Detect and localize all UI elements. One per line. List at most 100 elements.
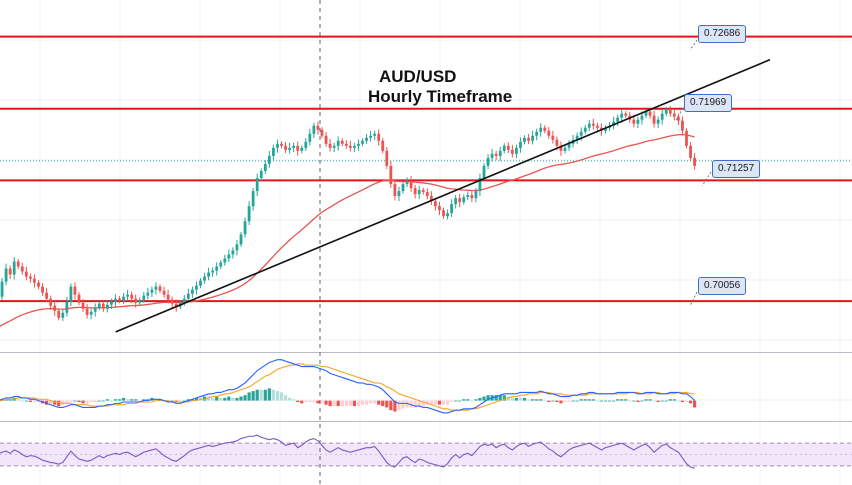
level-tag-2: 0.71257 <box>712 160 761 178</box>
candle-body <box>604 127 607 131</box>
candle-body <box>211 270 215 273</box>
macd-histogram-bar <box>510 397 514 401</box>
macd-histogram-bar <box>632 400 636 402</box>
candle-body <box>12 261 16 275</box>
macd-histogram-bar <box>275 391 280 401</box>
macd-histogram-bar <box>8 399 12 401</box>
macd-histogram-bar <box>215 396 219 401</box>
rsi-line <box>0 434 695 469</box>
candle-body <box>652 115 656 124</box>
macd-histogram-bar <box>328 400 332 407</box>
macd-histogram-bar <box>612 400 616 402</box>
candle-body <box>421 190 425 193</box>
candle-body <box>486 157 490 166</box>
macd-histogram-bar <box>563 400 567 402</box>
macd-histogram-bar <box>89 400 93 402</box>
candle-body <box>340 140 344 144</box>
candle-body <box>146 292 150 296</box>
candle-body <box>328 143 332 148</box>
macd-histogram-bar <box>49 400 53 405</box>
macd-histogram-bar <box>0 399 4 401</box>
macd-histogram-bar <box>668 399 672 401</box>
macd-histogram-bar <box>61 400 65 405</box>
ema-line <box>0 133 695 327</box>
candle-body <box>292 145 296 148</box>
macd-histogram-bar <box>640 400 644 402</box>
macd-histogram-bar <box>377 400 381 405</box>
macd-histogram-bar <box>474 399 478 401</box>
macd-histogram-bar <box>53 400 57 405</box>
candle-body <box>191 289 194 294</box>
candle-body <box>685 130 688 146</box>
macd-histogram-bar <box>405 400 409 408</box>
macd-histogram-bar <box>652 400 656 402</box>
macd-histogram-bar <box>32 400 37 402</box>
candle-body <box>527 137 530 141</box>
trendline <box>115 58 771 333</box>
macd-histogram-bar <box>595 400 599 402</box>
macd-histogram-bar <box>421 400 425 407</box>
candle-body <box>567 143 571 148</box>
macd-histogram-bar <box>166 400 170 402</box>
candle-body <box>105 304 109 309</box>
macd-histogram-bar <box>401 400 405 409</box>
macd-histogram-bar <box>360 400 365 405</box>
macd-histogram-bar <box>36 400 41 402</box>
macd-histogram-bar <box>300 400 304 404</box>
candle-body <box>405 181 409 185</box>
candle-body <box>535 131 539 136</box>
candle-body <box>417 190 421 195</box>
macd-histogram-bar <box>158 399 162 401</box>
candle-body <box>672 113 676 117</box>
candle-body <box>462 197 466 203</box>
candle-body <box>215 266 219 271</box>
candle-body <box>101 303 105 309</box>
macd-histogram-bar <box>154 399 158 401</box>
macd-histogram-bar <box>486 395 490 401</box>
macd-histogram-bar <box>73 400 77 402</box>
candle-body <box>207 272 210 277</box>
price-tag-pointers <box>675 39 712 307</box>
macd-histogram-bar <box>243 395 247 401</box>
candle-body <box>16 261 20 267</box>
candle-body <box>401 184 405 192</box>
rsi-band <box>0 442 852 467</box>
candle-body <box>434 201 437 207</box>
candle-body <box>425 192 429 197</box>
candle-body <box>357 143 360 146</box>
candle-body <box>397 191 401 197</box>
macd-histogram-bar <box>676 400 680 402</box>
candle-body <box>458 198 462 203</box>
candle-body <box>259 170 263 179</box>
candle-body <box>389 165 393 185</box>
macd-histogram-bar <box>251 391 255 401</box>
level-tag-3: 0.70056 <box>698 277 747 295</box>
macd-histogram-bar <box>579 399 583 401</box>
candle-body <box>454 198 458 205</box>
candle-body <box>324 135 328 144</box>
candle-body <box>466 195 470 198</box>
macd-histogram-bar <box>502 395 506 401</box>
candle-body <box>154 286 158 290</box>
candle-body <box>97 303 101 308</box>
candle-body <box>162 290 166 295</box>
candle-body <box>118 298 121 301</box>
candle-body <box>130 294 134 299</box>
macd-histogram-bar <box>202 396 207 401</box>
candle-body <box>53 305 57 311</box>
candle-body <box>660 113 664 120</box>
candle-body <box>555 139 559 146</box>
macd-histogram-bar <box>559 400 563 404</box>
candle-body <box>531 135 534 141</box>
candle-body <box>385 150 389 166</box>
candle-body <box>575 135 579 140</box>
candle-body <box>81 302 85 309</box>
candle-body <box>344 143 348 146</box>
candle-body <box>689 145 692 158</box>
candle-body <box>49 298 53 306</box>
macd-histogram-bar <box>219 397 223 401</box>
macd-histogram-bar <box>644 399 648 401</box>
candle-body <box>263 163 267 171</box>
candle-body <box>150 289 154 293</box>
candle-body <box>369 135 372 138</box>
